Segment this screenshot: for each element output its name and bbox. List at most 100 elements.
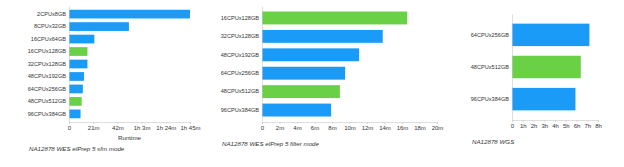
x-tick-label: 2h (531, 123, 538, 129)
bar (69, 47, 87, 56)
y-axis: 16CPUx128GB 32CPUx128GB 48CPUx192GB 64CPUx2… (221, 7, 263, 123)
bar (262, 85, 340, 98)
x-axis-line (70, 123, 191, 125)
chart-panel: 01h2h3h4h5h6h7h8h64CPUx256GB48CPUx512GB9… (471, 15, 602, 146)
x-tick-label: 1h 45m (180, 125, 200, 131)
x-axis: 0 2m 4m 6m 8m 10m 12m 14m 16m 18m 20m (261, 122, 444, 131)
x-tick-label: 4m (293, 125, 301, 131)
bar (512, 88, 575, 110)
x-tick-mark (315, 122, 316, 124)
y-tick: 48CPUx192GB (221, 52, 262, 58)
x-tick-label: 18m (414, 125, 426, 131)
y-tick-label: 48CPUx192GB (28, 73, 67, 79)
y-tick: 2CPUx8GB (37, 11, 69, 17)
x-tick: 2h (531, 120, 538, 129)
y-axis: 2CPUx8GB 8CPUx32GB 16CPUx64GB 16CPUx128GB 32… (28, 7, 70, 123)
x-tick-label: 6m (311, 125, 319, 131)
bar (69, 60, 87, 69)
y-tick-label: 48CPUx512GB (28, 98, 67, 104)
y-tick: 16CPUx128GB (28, 48, 69, 54)
x-tick: 0 (261, 122, 265, 131)
x-tick-label: 14m (379, 125, 391, 131)
y-tick: 32CPUx128GB (28, 61, 69, 67)
x-tick-mark (190, 122, 191, 124)
y-tick-label: 2CPUx8GB (37, 11, 66, 17)
bar (262, 48, 359, 61)
y-tick-label: 32CPUx128GB (221, 33, 260, 39)
x-tick: 7h (584, 120, 591, 129)
x-tick-label: 1h 24m (156, 125, 176, 131)
x-tick-mark (93, 122, 94, 124)
x-tick: 18m (414, 122, 426, 131)
y-tick: 96CPUx384GB (221, 107, 262, 113)
x-tick-mark (523, 120, 524, 122)
x-tick-mark (555, 120, 556, 122)
x-tick-label: 2m (276, 125, 284, 131)
x-tick: 4h (552, 120, 559, 129)
y-tick: 16CPUx64GB (31, 36, 69, 42)
x-tick: 20m (432, 122, 444, 131)
y-tick: 48CPUx512GB (471, 64, 512, 70)
x-tick: 1h 24m (156, 122, 176, 131)
x-tick-label: 4h (552, 123, 559, 129)
x-tick: 6m (311, 122, 319, 131)
bar (262, 30, 383, 43)
x-tick-mark (367, 122, 368, 124)
bar (262, 104, 331, 117)
x-tick: 0 (511, 120, 515, 129)
x-tick-label: 0 (68, 125, 72, 131)
bar (262, 67, 345, 80)
x-tick-mark (587, 120, 588, 122)
bar (262, 12, 407, 25)
x-axis: 0 1h 2h3h 4h 5h 6h7h 8h (511, 120, 602, 129)
x-tick: 21m (88, 122, 100, 131)
y-tick-label: 64CPUx256GB (471, 32, 510, 38)
chart-panel: 021m42m1h 3m1h 24m1h 45m2CPUx8GB8CPUx32G… (28, 7, 201, 153)
x-tick: 5h (563, 120, 570, 129)
x-tick-label: 8h (595, 123, 602, 129)
bar (69, 22, 129, 31)
bar (69, 10, 190, 19)
y-axis-line (262, 7, 263, 123)
y-tick-label: 48CPUx512GB (221, 88, 260, 94)
y-tick: 8CPUx32GB (34, 23, 69, 29)
x-tick: 3h (541, 120, 548, 129)
bars (69, 10, 190, 119)
bar (69, 35, 94, 44)
y-tick: 64CPUx256GB (221, 70, 262, 76)
x-tick: 1h 45m (180, 122, 200, 131)
bar (69, 97, 82, 106)
x-tick-label: 7h (584, 123, 591, 129)
x-axis-title: Runtime (118, 134, 142, 141)
y-tick-label: 64CPUx256GB (28, 86, 67, 92)
bar (69, 72, 84, 81)
chart-title: NA12878 WES elPrep 5 sfm mode (29, 145, 125, 152)
x-tick-label: 1h (520, 123, 527, 129)
chart-title: NA12878 WES elPrep 5 filter mode (222, 140, 320, 147)
x-tick-label: 3h (541, 123, 548, 129)
y-axis-line (512, 15, 513, 121)
x-tick: 14m (379, 122, 391, 131)
y-tick: 48CPUx512GB (221, 88, 262, 94)
x-tick-mark (297, 122, 298, 124)
y-tick: 16CPUx128GB (221, 15, 262, 21)
bar (512, 24, 589, 46)
x-axis: 021m42m1h 3m1h 24m1h 45m (68, 122, 201, 131)
x-tick-label: 16m (397, 125, 409, 131)
x-tick: 4m (293, 122, 301, 131)
y-tick-label: 96CPUx384GB (221, 107, 260, 113)
x-tick: 8m (328, 122, 336, 131)
x-tick-mark (402, 122, 403, 124)
x-tick: 12m (362, 122, 374, 131)
bar (69, 110, 81, 119)
x-tick: 8h (595, 120, 602, 129)
x-tick-mark (142, 122, 143, 124)
x-tick-mark (598, 120, 599, 122)
chart-panel: 0 2m 4m 6m 8m 10m 12m 14m 16m 18m 20m 16CPUx128GB 32… (221, 7, 444, 148)
x-tick: 10m (344, 122, 356, 131)
bar (512, 56, 581, 78)
x-tick-label: 6h (574, 123, 581, 129)
y-tick-label: 96CPUx384GB (28, 111, 67, 117)
x-tick-mark (566, 120, 567, 122)
x-tick-mark (332, 122, 333, 124)
